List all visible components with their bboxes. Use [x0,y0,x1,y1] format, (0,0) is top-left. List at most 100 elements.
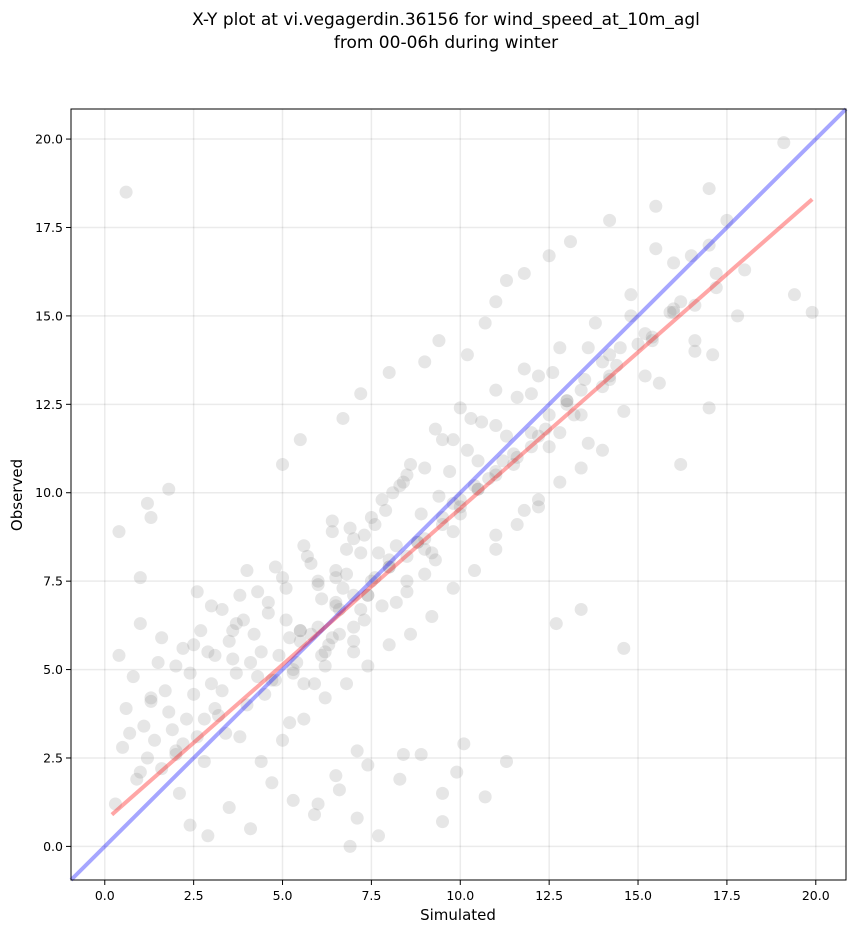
scatter-point [649,242,663,256]
scatter-point [524,387,538,401]
scatter-point [180,712,194,726]
scatter-point [652,376,666,390]
scatter-point [457,737,471,751]
scatter-point [336,411,350,425]
scatter-point [578,373,592,387]
scatter-point [460,348,474,362]
scatter-point [418,461,432,475]
scatter-point [354,387,368,401]
scatter-point [290,655,304,669]
grid-layer [71,109,846,880]
scatter-point [702,238,716,252]
scatter-point [499,429,513,443]
scatter-point [240,698,254,712]
scatter-point [645,334,659,348]
scatter-point [404,457,418,471]
scatter-point [144,694,158,708]
scatter-point [560,394,574,408]
scatter-point [574,461,588,475]
scatter-point [293,624,307,638]
scatter-point [126,670,140,684]
scatter-point [112,648,126,662]
scatter-point [226,624,240,638]
scatter-point [251,585,265,599]
scatter-point [496,454,510,468]
scatter-point [446,525,460,539]
y-tick-label: 0.0 [43,839,63,854]
scatter-point [702,401,716,415]
y-tick-label: 17.5 [35,220,63,235]
scatter-point [268,560,282,574]
scatter-point [631,337,645,351]
scatter-point [347,620,361,634]
scatter-point [581,341,595,355]
scatter-point [667,256,681,270]
scatter-point [119,701,133,715]
scatter-point [350,811,364,825]
scatter-point [581,436,595,450]
scatter-point [663,305,677,319]
scatter-point [151,655,165,669]
y-tick-label: 12.5 [35,397,63,412]
scatter-point [411,535,425,549]
scatter-point [364,574,378,588]
scatter-point [393,479,407,493]
scatter-point [300,549,314,563]
scatter-point [286,793,300,807]
scatter-point [318,659,332,673]
scatter-point [347,588,361,602]
scatter-point [382,553,396,567]
scatter-point [119,185,133,199]
scatter-point [155,631,169,645]
scatter-point [510,518,524,532]
scatter-point [510,450,524,464]
chart-title: X-Y plot at vi.vegagerdin.36156 for wind… [192,10,700,30]
scatter-point [382,560,396,574]
scatter-point [436,786,450,800]
scatter-point [603,213,617,227]
scatter-point [308,808,322,822]
scatter-point [531,493,545,507]
fit-line [110,197,814,817]
scatter-point [709,281,723,295]
points-layer [108,136,819,853]
scatter-point [720,213,734,227]
scatter-point [165,723,179,737]
scatter-point [229,617,243,631]
scatter-point [368,571,382,585]
scatter-point [293,624,307,638]
identity-line [69,107,848,882]
scatter-point [332,783,346,797]
scatter-point [418,542,432,556]
scatter-point [603,373,617,387]
scatter-point [279,613,293,627]
scatter-point [425,546,439,560]
scatter-point [436,510,450,524]
scatter-point [428,422,442,436]
scatter-point [425,610,439,624]
scatter-point [507,447,521,461]
scatter-point [325,631,339,645]
scatter-point [297,712,311,726]
y-tick-label: 15.0 [35,308,63,323]
x-axis-label: Simulated [420,906,496,924]
scatter-point [453,507,467,521]
scatter-point [311,578,325,592]
scatter-point [233,730,247,744]
scatter-point [702,182,716,196]
scatter-point [382,560,396,574]
scatter-point [489,295,503,309]
scatter-point [357,528,371,542]
scatter-point [524,426,538,440]
scatter-point [123,726,137,740]
scatter-point [418,532,432,546]
scatter-point [361,588,375,602]
scatter-point [329,599,343,613]
ticks-layer: 0.0 2.5 5.0 7.5 10.0 12.5 15.0 17.5 20.0 0.0 2.5 5.… [35,132,830,903]
scatter-point [357,613,371,627]
scatter-point [489,542,503,556]
scatter-point [268,673,282,687]
scatter-point [649,199,663,213]
scatter-point [567,408,581,422]
